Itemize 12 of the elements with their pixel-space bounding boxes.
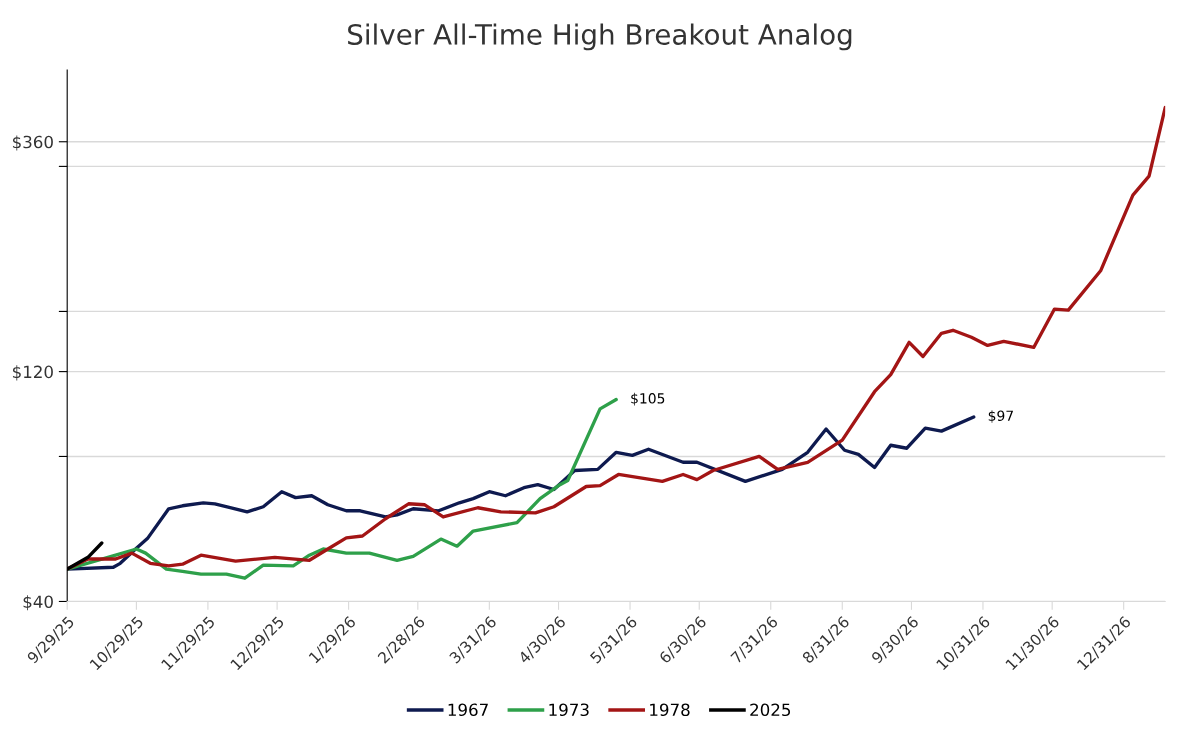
legend-label: 1967: [448, 703, 488, 717]
y-tick-label: $120: [12, 365, 53, 381]
line-series: [67, 415, 976, 571]
y-tick-label: $360: [12, 135, 53, 151]
legend-label: 1973: [549, 703, 589, 717]
annotation: $105: [631, 392, 665, 406]
legend-label: 1978: [650, 703, 690, 717]
annotation: $97: [988, 410, 1013, 423]
line-series: [67, 397, 618, 580]
chart-title: Silver All-Time High Breakout Analog: [348, 23, 852, 51]
y-tick-label: $40: [23, 595, 53, 611]
legend-label: 2025: [750, 703, 791, 717]
